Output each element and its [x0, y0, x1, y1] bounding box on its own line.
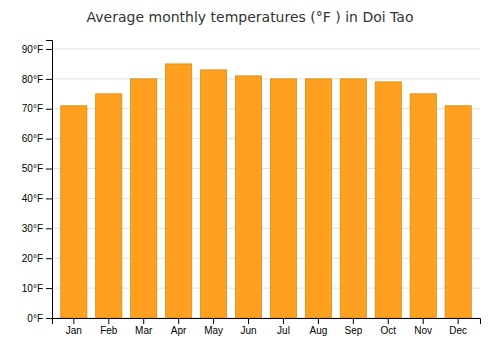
- x-tick-mark: [178, 318, 179, 324]
- x-tick: Nov: [414, 318, 432, 336]
- y-tick-label: 20°F: [22, 253, 43, 264]
- y-tick: 80°F: [22, 74, 52, 85]
- bar: [200, 70, 226, 318]
- x-tick-mark: [248, 318, 249, 324]
- y-tick-mark: [46, 139, 52, 140]
- x-tick: Oct: [381, 318, 397, 336]
- plot-area: Jan Feb Mar Apr May Jun Jul Aug Sep Oct Nov Dec 0°F 1…: [22, 41, 481, 337]
- y-tick-label: 10°F: [22, 283, 43, 294]
- x-tick-label: Feb: [100, 325, 118, 336]
- x-tick: Mar: [135, 318, 153, 336]
- bar: [235, 76, 261, 318]
- y-tick-mark: [46, 198, 52, 199]
- x-tick: Dec: [449, 318, 467, 336]
- x-tick-label: Aug: [310, 325, 328, 336]
- x-tick-mark: [388, 318, 389, 324]
- y-tick-mark: [46, 288, 52, 289]
- x-tick-mark: [318, 318, 319, 324]
- y-tick-label: 40°F: [22, 193, 43, 204]
- y-axis: 0°F 10°F 20°F 30°F 40°F 50°F 60°F 70°F 80°F 90°F: [22, 41, 53, 324]
- x-tick-label: Dec: [449, 325, 467, 336]
- x-tick: Jul: [277, 318, 290, 336]
- x-tick-label: Nov: [414, 325, 432, 336]
- y-tick-label: 50°F: [22, 163, 43, 174]
- y-tick: 30°F: [22, 223, 52, 234]
- y-tick-mark: [46, 49, 52, 50]
- y-tick-label: 70°F: [22, 103, 43, 114]
- y-tick-label: 80°F: [22, 74, 43, 85]
- x-tick: Jun: [240, 318, 256, 336]
- y-tick: 20°F: [22, 253, 52, 264]
- grid-line: [52, 78, 480, 79]
- y-tick: 50°F: [22, 163, 52, 174]
- x-tick-label: Sep: [344, 325, 362, 336]
- x-tick-mark: [143, 318, 144, 324]
- bar: [270, 79, 296, 318]
- x-tick-mark: [353, 318, 354, 324]
- y-tick: 10°F: [22, 283, 52, 294]
- bar: [166, 64, 192, 318]
- grid: [52, 49, 480, 318]
- chart: Jan Feb Mar Apr May Jun Jul Aug Sep Oct Nov Dec 0°F 1…: [0, 0, 500, 350]
- x-tick-mark: [423, 318, 424, 324]
- bar: [96, 94, 122, 318]
- x-tick-mark: [213, 318, 214, 324]
- y-tick-mark: [46, 318, 52, 319]
- x-tick-label: Jun: [240, 325, 256, 336]
- x-tick-label: Mar: [135, 325, 153, 336]
- bar: [305, 79, 331, 318]
- bar: [61, 106, 87, 318]
- x-tick-label: Apr: [171, 325, 187, 336]
- x-tick-mark: [283, 318, 284, 324]
- y-tick-label: 0°F: [27, 313, 43, 324]
- y-tick-label: 90°F: [22, 44, 43, 55]
- y-tick-mark: [46, 228, 52, 229]
- bar: [340, 79, 366, 318]
- y-tick-mark: [46, 169, 52, 170]
- x-axis: Jan Feb Mar Apr May Jun Jul Aug Sep Oct Nov Dec: [53, 318, 481, 336]
- x-tick: May: [204, 318, 223, 336]
- title: Average monthly temperatures (°F ) in Do…: [87, 9, 414, 25]
- y-tick-label: 60°F: [22, 133, 43, 144]
- x-tick-label: May: [204, 325, 223, 336]
- y-tick: 0°F: [27, 313, 52, 324]
- x-tick-mark: [73, 318, 74, 324]
- y-axis-line: [46, 41, 53, 319]
- y-tick: 40°F: [22, 193, 52, 204]
- x-tick-label: Oct: [381, 325, 397, 336]
- x-axis-line: [53, 319, 481, 325]
- bar: [410, 94, 436, 318]
- x-tick: Feb: [100, 318, 118, 336]
- y-tick-label: 30°F: [22, 223, 43, 234]
- bar: [131, 79, 157, 318]
- y-tick-mark: [46, 258, 52, 259]
- y-tick: 90°F: [22, 44, 52, 55]
- x-tick: Jan: [66, 318, 82, 336]
- y-tick: 70°F: [22, 103, 52, 114]
- bar: [445, 106, 471, 318]
- bar: [375, 82, 401, 318]
- y-tick-mark: [46, 109, 52, 110]
- x-tick: Aug: [310, 318, 328, 336]
- x-tick: Sep: [344, 318, 362, 336]
- y-tick-mark: [46, 79, 52, 80]
- grid-line: [52, 48, 480, 49]
- y-tick: 60°F: [22, 133, 52, 144]
- bars: [61, 64, 472, 318]
- x-tick-mark: [458, 318, 459, 324]
- x-tick-mark: [108, 318, 109, 324]
- x-tick-label: Jan: [66, 325, 82, 336]
- x-tick-label: Jul: [277, 325, 290, 336]
- x-tick: Apr: [171, 318, 187, 336]
